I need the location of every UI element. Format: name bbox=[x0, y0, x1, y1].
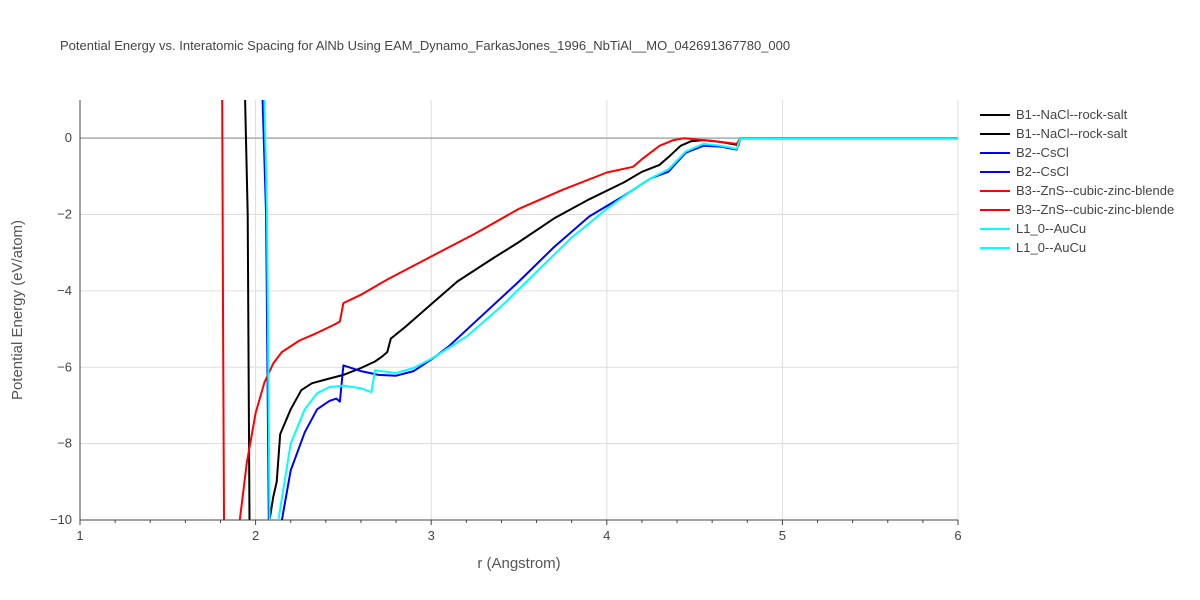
series-line-3 bbox=[280, 137, 958, 520]
legend-label: B2--CsCl bbox=[1016, 164, 1069, 179]
y-tick-label: −6 bbox=[57, 359, 72, 374]
legend: B1--NaCl--rock-salt B1--NaCl--rock-salt B2… bbox=[980, 107, 1174, 255]
x-tick-labels: 1 2 3 4 5 6 bbox=[76, 520, 962, 543]
grid bbox=[79, 100, 959, 521]
legend-label: L1_0--AuCu bbox=[1016, 221, 1086, 236]
legend-item[interactable]: B3--ZnS--cubic-zinc-blende bbox=[980, 183, 1174, 198]
series-line-5 bbox=[238, 137, 958, 520]
series-lines bbox=[221, 100, 958, 520]
x-tick-label: 3 bbox=[428, 528, 435, 543]
legend-label: L1_0--AuCu bbox=[1016, 240, 1086, 255]
x-tick-label: 2 bbox=[252, 528, 259, 543]
legend-item[interactable]: L1_0--AuCu bbox=[980, 240, 1086, 255]
chart-title: Potential Energy vs. Interatomic Spacing… bbox=[60, 38, 790, 53]
legend-label: B3--ZnS--cubic-zinc-blende bbox=[1016, 183, 1174, 198]
y-tick-label: −8 bbox=[57, 436, 72, 451]
x-axis-label: r (Angstrom) bbox=[477, 555, 560, 572]
y-tick-label: −2 bbox=[57, 207, 72, 222]
y-tick-label: −4 bbox=[57, 283, 72, 298]
series-line-1 bbox=[268, 137, 958, 520]
legend-label: B1--NaCl--rock-salt bbox=[1016, 107, 1128, 122]
series-line-0 bbox=[244, 100, 251, 520]
legend-item[interactable]: B1--NaCl--rock-salt bbox=[980, 107, 1128, 122]
x-tick-label: 5 bbox=[779, 528, 786, 543]
legend-label: B2--CsCl bbox=[1016, 145, 1069, 160]
y-tick-label: −10 bbox=[50, 512, 72, 527]
y-tick-labels: −10 −8 −6 −4 −2 0 bbox=[50, 130, 72, 527]
legend-label: B3--ZnS--cubic-zinc-blende bbox=[1016, 202, 1174, 217]
y-axis-label: Potential Energy (eV/atom) bbox=[9, 220, 26, 400]
legend-item[interactable]: B1--NaCl--rock-salt bbox=[980, 126, 1128, 141]
x-tick-label: 1 bbox=[76, 528, 83, 543]
x-tick-label: 6 bbox=[954, 528, 961, 543]
legend-item[interactable]: B3--ZnS--cubic-zinc-blende bbox=[980, 202, 1174, 217]
legend-label: B1--NaCl--rock-salt bbox=[1016, 126, 1128, 141]
legend-item[interactable]: B2--CsCl bbox=[980, 164, 1069, 179]
legend-item[interactable]: B2--CsCl bbox=[980, 145, 1069, 160]
x-tick-label: 4 bbox=[603, 528, 610, 543]
series-line-6 bbox=[263, 100, 271, 520]
series-line-4 bbox=[221, 100, 225, 520]
series-line-7 bbox=[277, 137, 958, 520]
y-tick-label: 0 bbox=[65, 130, 72, 145]
legend-item[interactable]: L1_0--AuCu bbox=[980, 221, 1086, 236]
